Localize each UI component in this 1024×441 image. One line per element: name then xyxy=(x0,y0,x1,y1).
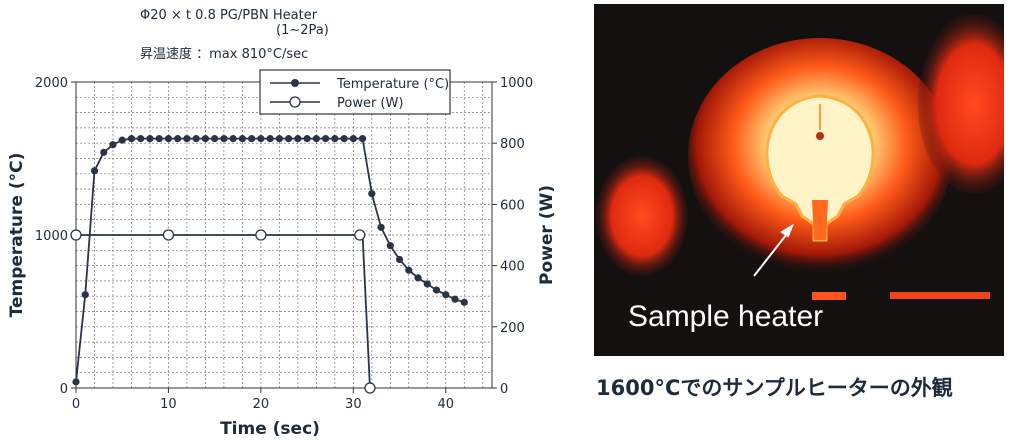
legend: Temperature (°C) Power (W) xyxy=(259,69,451,115)
temperature-point xyxy=(312,135,320,143)
label-arrow-head xyxy=(780,223,795,238)
power-point xyxy=(364,382,376,394)
power-point xyxy=(255,229,267,241)
temperature-point xyxy=(248,135,256,143)
sample-heater-label: Sample heater xyxy=(628,300,824,333)
temperature-point xyxy=(368,190,376,198)
legend-temperature-marker xyxy=(291,79,299,87)
power-point xyxy=(162,229,175,241)
temperature-point xyxy=(164,135,173,143)
power-point xyxy=(354,229,366,241)
label-arrow-shaft xyxy=(753,229,791,277)
spec-line: Φ20 × t 0.8 PG/PBN Heater xyxy=(140,8,318,23)
temperature-point xyxy=(109,141,117,149)
temperature-point xyxy=(405,266,413,274)
heater-stem xyxy=(812,200,828,240)
temperature-point xyxy=(386,242,394,250)
heating-rate-line: 昇温速度 ：max 810°C/sec xyxy=(140,47,309,62)
heater-element xyxy=(765,94,875,242)
temperature-point xyxy=(137,135,145,143)
temperature-point xyxy=(211,135,219,143)
power-point xyxy=(70,229,82,241)
y2-tick-label: 400 xyxy=(500,260,525,275)
y2-tick-label: 200 xyxy=(500,321,525,336)
y2-axis-label: Power (W) xyxy=(537,185,557,285)
left-glow xyxy=(596,156,688,276)
y2-tick-label: 600 xyxy=(500,198,525,213)
legend-power-label: Power (W) xyxy=(337,96,403,111)
heater-photo xyxy=(594,4,1004,356)
temperature-point xyxy=(322,135,330,143)
temperature-point xyxy=(174,135,182,143)
y-axis-label: Temperature (°C) xyxy=(7,153,27,318)
x-tick-label: 10 xyxy=(160,397,177,412)
x-tick-label: 0 xyxy=(72,397,80,412)
x-tick-label: 30 xyxy=(345,397,362,412)
temperature-point xyxy=(358,135,367,143)
temperature-point xyxy=(414,274,422,282)
x-axis-label: Time (sec) xyxy=(220,419,320,439)
heater-center-dot xyxy=(816,132,824,140)
x-tick-label: 20 xyxy=(253,397,270,412)
temperature-point xyxy=(201,135,210,143)
temperature-point xyxy=(395,255,404,264)
legend-power-marker xyxy=(289,96,301,108)
x-tick-label: 40 xyxy=(438,397,455,412)
temperature-point xyxy=(340,135,348,143)
temperature-point xyxy=(81,291,89,299)
photo-caption: 1600°Cでのサンプルヒーターの外観 xyxy=(596,376,953,400)
temperature-point xyxy=(72,378,80,386)
temperature-point xyxy=(451,295,459,303)
temperature-point xyxy=(155,135,163,143)
legend-temperature-label: Temperature (°C) xyxy=(336,77,449,92)
temperature-point xyxy=(118,136,126,144)
temperature-point xyxy=(257,135,265,143)
temperature-point xyxy=(285,135,293,143)
y-tick-label: 1000 xyxy=(35,229,68,244)
pressure-line: (1∼2Pa) xyxy=(276,23,329,38)
temperature-point xyxy=(127,135,136,143)
temperature-point xyxy=(442,291,450,299)
temperature-line xyxy=(75,137,465,382)
y-tick-label: 2000 xyxy=(35,76,68,91)
chart-series xyxy=(70,135,468,394)
y2-tick-label: 1000 xyxy=(500,76,533,91)
temperature-point xyxy=(266,135,274,143)
temperature-point xyxy=(90,167,99,175)
temperature-point xyxy=(146,135,154,143)
heater-photo-art xyxy=(594,4,1004,356)
right-glow xyxy=(918,14,1004,194)
y2-tick-label: 800 xyxy=(500,137,525,152)
power-line xyxy=(76,234,371,389)
temperature-point xyxy=(432,286,441,294)
temperature-point xyxy=(100,148,108,156)
y2-tick-label: 0 xyxy=(500,382,508,397)
lower-bar-left xyxy=(812,292,846,300)
temperature-point xyxy=(423,280,431,288)
lower-bar-right xyxy=(890,292,990,299)
temperature-point xyxy=(303,135,311,143)
temperature-point xyxy=(377,223,385,231)
y-tick-label: 0 xyxy=(60,382,68,397)
temperature-point xyxy=(294,135,302,143)
temperature-point xyxy=(460,298,468,306)
temperature-point xyxy=(275,135,283,143)
temperature-point xyxy=(220,135,228,143)
temperature-point xyxy=(238,135,246,143)
temperature-point xyxy=(349,135,357,143)
temperature-point xyxy=(331,135,339,143)
temperature-point xyxy=(229,135,237,143)
temperature-point xyxy=(183,135,191,143)
legend-box xyxy=(259,69,451,115)
temperature-point xyxy=(192,135,200,143)
